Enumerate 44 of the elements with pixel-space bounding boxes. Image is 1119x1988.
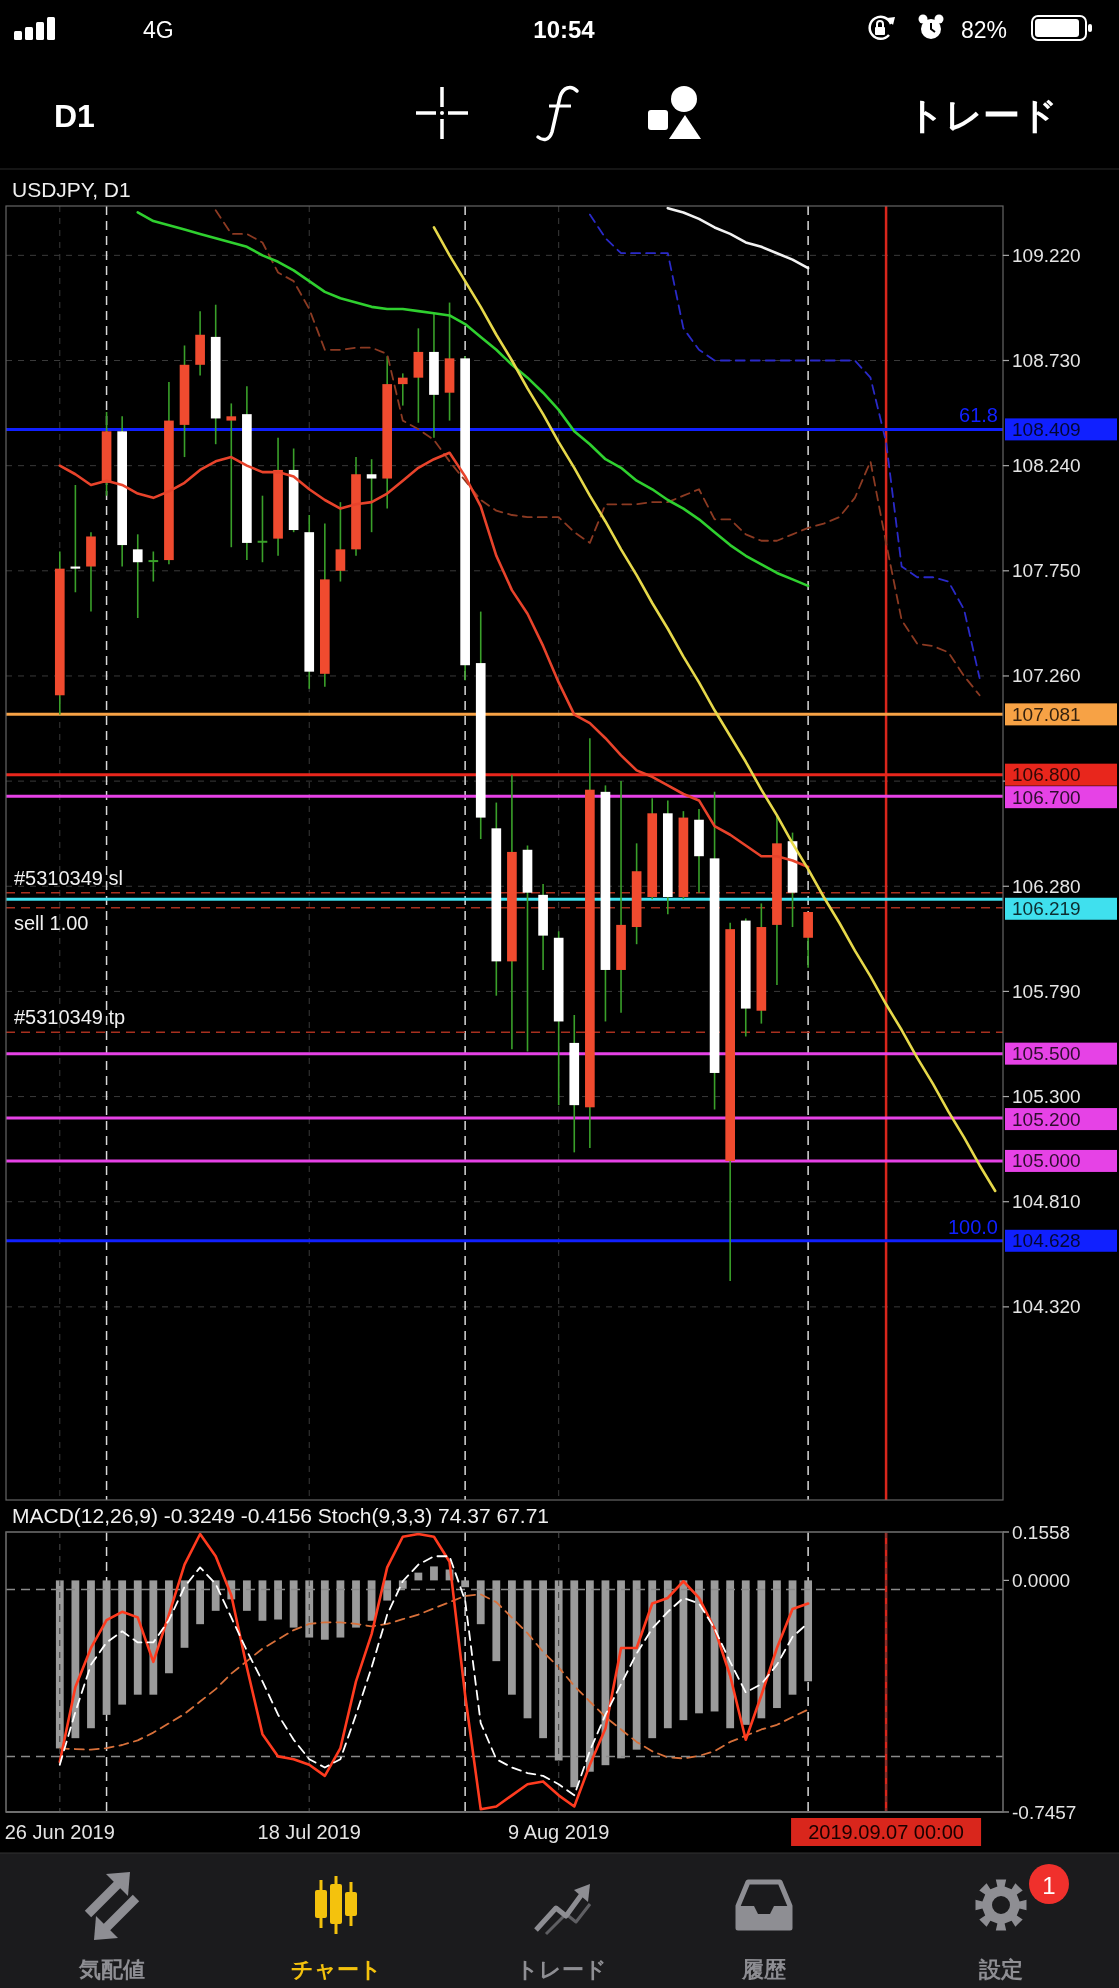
y-tick-label: 108.240 [1012,455,1081,477]
annotation: 61.8 [959,404,998,427]
ref-line-label: 105.000 [1012,1150,1081,1172]
x-tick-label: 2019.09.07 00:00 [808,1821,964,1843]
ref-line-label: 106.219 [1012,898,1081,920]
annotation: 100.0 [947,1215,998,1238]
y-tick-label: 0.1558 [1012,1521,1071,1543]
ref-line-label: #5310349 sl [14,866,123,889]
x-tick-label: 9 Aug 2019 [508,1821,610,1843]
text: 設定 [978,1957,1023,1982]
text: 4G [143,17,174,43]
ref-line-label: 106.800 [1012,764,1081,786]
text: 1 [1042,1871,1056,1899]
text: 履歴 [741,1957,786,1982]
y-tick-label: 109.220 [1012,244,1081,266]
text: 82% [961,17,1008,43]
ref-line-label: 106.700 [1012,786,1081,808]
text: トレード [907,95,1058,136]
x-tick-label: 26 Jun 2019 [4,1821,115,1843]
y-tick-label: 105.300 [1012,1086,1081,1108]
ref-line-label: 107.081 [1012,703,1081,725]
y-tick-label: 108.730 [1012,350,1081,372]
text: D1 [54,98,95,134]
chart-title: USDJPY, D1 [12,178,131,201]
text: 気配値 [78,1957,145,1982]
ref-line-label: sell 1.00 [14,911,89,934]
ref-line-label: 105.200 [1012,1108,1081,1130]
y-tick-label: 105.790 [1012,980,1081,1002]
ref-line-label: 105.500 [1012,1043,1081,1065]
ref-line-label: 104.628 [1012,1230,1081,1252]
x-tick-label: 18 Jul 2019 [257,1821,361,1843]
y-tick-label: 106.280 [1012,875,1081,897]
y-tick-label: 104.810 [1012,1191,1081,1213]
text: 10:54 [533,16,596,43]
text: トレード [515,1957,607,1982]
y-tick-label: 0.0000 [1012,1569,1071,1591]
y-tick-label: 107.750 [1012,560,1081,582]
y-tick-label: 104.320 [1012,1296,1081,1318]
y-tick-label: 107.260 [1012,665,1081,687]
y-tick-label: -0.7457 [1012,1801,1077,1823]
chart-title: MACD(12,26,9) -0.3249 -0.4156 Stoch(9,3,3) 74.37 67.71 [12,1504,549,1527]
ref-line-label: #5310349 tp [14,1006,126,1029]
text: チャート [290,1957,382,1982]
ref-line-label: 108.409 [1012,418,1081,440]
